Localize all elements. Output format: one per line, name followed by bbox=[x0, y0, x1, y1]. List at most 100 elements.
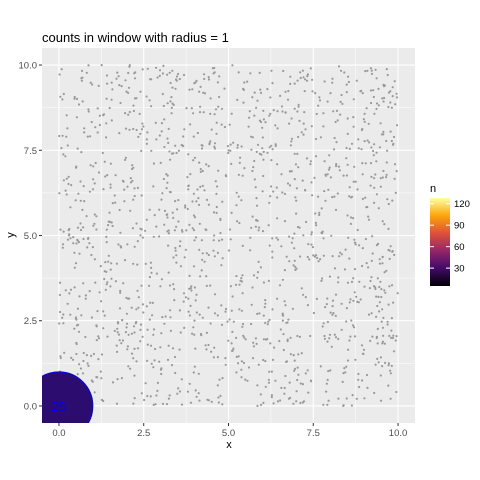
data-point bbox=[203, 92, 207, 95]
data-point bbox=[328, 166, 331, 169]
data-point bbox=[269, 195, 272, 198]
data-point bbox=[343, 268, 346, 271]
data-point bbox=[390, 317, 393, 320]
data-point bbox=[295, 187, 298, 190]
data-point bbox=[109, 162, 112, 165]
data-point bbox=[66, 144, 69, 147]
data-point bbox=[114, 280, 117, 283]
data-point bbox=[141, 335, 144, 338]
data-point bbox=[82, 237, 85, 241]
data-point bbox=[79, 367, 82, 370]
data-point bbox=[363, 140, 366, 143]
data-point bbox=[172, 216, 175, 219]
data-point bbox=[342, 404, 345, 407]
data-point bbox=[87, 64, 90, 67]
data-point bbox=[62, 179, 65, 182]
data-point bbox=[80, 77, 83, 80]
data-point bbox=[108, 220, 112, 223]
data-point bbox=[344, 371, 347, 374]
data-point bbox=[276, 127, 279, 130]
data-point bbox=[331, 81, 334, 84]
data-point bbox=[167, 229, 170, 232]
data-point bbox=[396, 124, 399, 127]
data-point bbox=[371, 235, 374, 238]
data-point bbox=[175, 151, 178, 155]
data-point bbox=[293, 359, 296, 362]
data-point bbox=[315, 112, 318, 116]
data-point bbox=[152, 162, 155, 165]
data-point bbox=[141, 236, 144, 239]
data-point bbox=[187, 188, 190, 191]
data-point bbox=[354, 180, 357, 183]
data-point bbox=[174, 87, 177, 90]
data-point bbox=[352, 277, 355, 280]
data-point bbox=[116, 331, 119, 334]
data-point bbox=[272, 402, 275, 405]
data-point bbox=[136, 186, 139, 189]
data-point bbox=[133, 331, 136, 334]
data-point bbox=[122, 282, 125, 285]
data-point bbox=[390, 336, 393, 339]
data-point bbox=[216, 185, 219, 188]
data-point bbox=[350, 404, 353, 407]
data-point bbox=[154, 403, 157, 406]
data-point bbox=[249, 249, 252, 252]
data-point bbox=[242, 334, 245, 337]
data-point bbox=[262, 118, 265, 121]
data-point bbox=[232, 320, 235, 323]
data-point bbox=[292, 402, 295, 405]
data-point bbox=[167, 397, 170, 400]
data-point bbox=[63, 351, 66, 354]
data-point bbox=[145, 305, 148, 308]
data-point bbox=[126, 348, 129, 351]
data-point bbox=[258, 226, 261, 229]
data-point bbox=[360, 148, 363, 151]
data-point bbox=[329, 92, 332, 95]
data-point bbox=[281, 110, 284, 113]
data-point bbox=[224, 310, 227, 313]
data-point bbox=[75, 341, 78, 344]
data-point bbox=[135, 128, 138, 132]
data-point bbox=[230, 211, 233, 214]
data-point bbox=[263, 306, 266, 309]
data-point bbox=[160, 130, 163, 133]
data-point bbox=[257, 229, 260, 232]
data-point bbox=[261, 230, 265, 233]
data-point bbox=[299, 76, 302, 80]
data-point bbox=[110, 81, 113, 84]
data-point bbox=[191, 88, 194, 91]
data-point bbox=[366, 69, 369, 72]
data-point bbox=[360, 344, 364, 347]
data-point bbox=[314, 155, 318, 158]
data-point bbox=[210, 400, 213, 403]
data-point bbox=[161, 316, 164, 319]
data-point bbox=[268, 201, 271, 204]
data-point bbox=[333, 136, 336, 140]
data-point bbox=[102, 399, 105, 403]
data-point bbox=[306, 369, 309, 372]
data-point bbox=[252, 345, 255, 348]
data-point bbox=[58, 310, 62, 314]
data-point bbox=[118, 208, 121, 212]
data-point bbox=[197, 392, 200, 395]
data-point bbox=[77, 103, 81, 106]
data-point bbox=[317, 195, 320, 198]
data-point bbox=[97, 358, 100, 361]
data-point bbox=[198, 248, 201, 251]
data-point bbox=[175, 261, 178, 264]
data-point bbox=[135, 308, 138, 311]
data-point bbox=[280, 173, 283, 176]
x-tick-label: 5.0 bbox=[222, 428, 235, 439]
data-point bbox=[160, 198, 163, 201]
data-point bbox=[105, 97, 108, 100]
data-point bbox=[59, 95, 62, 98]
data-point bbox=[75, 116, 78, 119]
data-point bbox=[80, 151, 83, 154]
data-point bbox=[388, 257, 391, 260]
data-point bbox=[335, 165, 338, 168]
data-point bbox=[95, 228, 98, 231]
data-point bbox=[199, 105, 202, 108]
data-point bbox=[188, 314, 191, 317]
data-point bbox=[279, 94, 282, 97]
data-point bbox=[227, 149, 230, 152]
